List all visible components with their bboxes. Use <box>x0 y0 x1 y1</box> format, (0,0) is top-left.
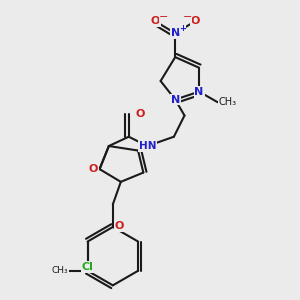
Text: O: O <box>115 220 124 231</box>
Text: O: O <box>88 164 98 174</box>
Text: Cl: Cl <box>82 262 94 272</box>
Text: −: − <box>159 12 168 22</box>
Text: CH₃: CH₃ <box>51 266 68 275</box>
Text: N: N <box>171 94 180 105</box>
Text: HN: HN <box>139 141 156 151</box>
Text: O: O <box>135 109 145 119</box>
Text: CH₃: CH₃ <box>219 97 237 107</box>
Text: N: N <box>171 28 180 38</box>
Text: −: − <box>182 12 192 22</box>
Text: O: O <box>190 16 200 26</box>
Text: +: + <box>179 24 186 33</box>
Text: N: N <box>194 87 204 97</box>
Text: O: O <box>151 16 160 26</box>
